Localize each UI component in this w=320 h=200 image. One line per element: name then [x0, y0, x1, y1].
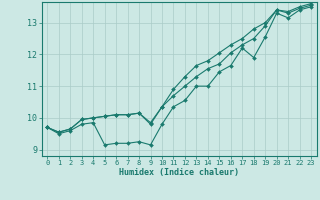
X-axis label: Humidex (Indice chaleur): Humidex (Indice chaleur) [119, 168, 239, 177]
